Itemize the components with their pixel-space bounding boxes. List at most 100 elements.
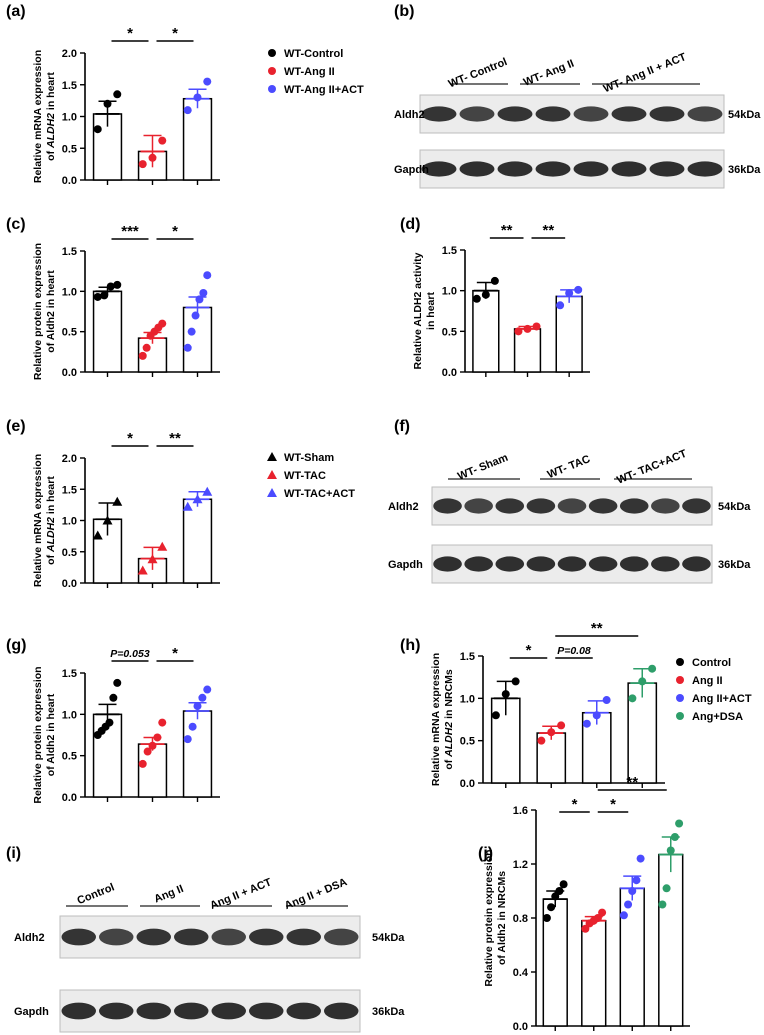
- data-point: [112, 496, 123, 506]
- protein-band: [526, 498, 556, 514]
- y-axis-label: Relative mRNA expressionof ALDH2 in NRCM…: [430, 653, 455, 786]
- data-point: [624, 900, 633, 909]
- legend-marker: [676, 676, 684, 684]
- protein-band: [495, 556, 525, 572]
- protein-band: [324, 928, 359, 946]
- bar-wt-ang-ii-act: [555, 295, 583, 373]
- data-point: [113, 90, 122, 99]
- y-tick-label: 2.0: [62, 453, 77, 465]
- data-point: [147, 554, 158, 564]
- legend-label: Ang II: [692, 675, 723, 687]
- data-point: [559, 880, 568, 889]
- y-axis-label-line: Relative protein expression: [32, 243, 44, 380]
- data-point: [481, 290, 490, 299]
- data-point: [202, 486, 213, 496]
- y-tick-label: 0.0: [442, 367, 457, 379]
- data-point: [203, 685, 212, 694]
- bar-wt-tac-act: [182, 498, 213, 584]
- data-point: [491, 711, 500, 720]
- y-axis-label-part: in heart: [45, 72, 57, 113]
- significance-label: *: [127, 25, 133, 42]
- y-tick-label: 1.0: [62, 516, 77, 528]
- data-point: [183, 106, 192, 115]
- y-tick-label: 1.6: [513, 805, 528, 817]
- data-point: [203, 77, 212, 86]
- bar-wt-control: [472, 289, 500, 373]
- y-axis-label-part: Relative mRNA expression: [430, 653, 442, 786]
- protein-band: [286, 928, 321, 946]
- y-tick-label: 0.4: [513, 967, 529, 979]
- data-point: [523, 324, 532, 333]
- protein-band: [619, 498, 649, 514]
- data-point: [501, 690, 510, 699]
- protein-band: [459, 106, 495, 122]
- protein-band: [611, 161, 647, 177]
- y-axis-label-part: Relative protein expression: [32, 243, 44, 380]
- y-axis-label-line: Relative mRNA expression: [32, 50, 44, 183]
- y-tick-label: 0.5: [62, 751, 77, 763]
- panel-label: (b): [394, 3, 414, 20]
- row-label: Aldh2: [388, 501, 419, 513]
- y-axis-label-part: Relative protein expression: [483, 849, 495, 986]
- bar-ang-dsa: [658, 853, 684, 1027]
- y-axis-label-part: in heart: [425, 292, 437, 330]
- bar-wt-ang-ii: [513, 328, 542, 373]
- data-point: [187, 327, 196, 336]
- y-tick-label: 1.0: [62, 286, 77, 298]
- data-point: [93, 125, 102, 134]
- molecular-weight-label: 54kDa: [372, 932, 405, 944]
- y-tick-label: 0.0: [62, 578, 77, 590]
- protein-band: [649, 161, 685, 177]
- data-point: [109, 693, 118, 702]
- significance-label: *: [572, 796, 578, 813]
- data-point: [199, 288, 208, 297]
- data-point: [638, 677, 647, 686]
- y-tick-label: 0.5: [62, 327, 77, 339]
- data-point: [556, 301, 565, 310]
- y-axis-label: Relative mRNA expressionof ALDH2 in hear…: [32, 454, 57, 587]
- data-point: [581, 924, 590, 933]
- protein-band: [61, 1002, 96, 1020]
- data-point: [574, 285, 583, 294]
- data-point: [157, 541, 168, 551]
- data-point: [628, 694, 637, 703]
- data-point: [103, 99, 112, 108]
- data-point: [198, 693, 207, 702]
- data-point: [557, 721, 566, 730]
- protein-band: [682, 498, 711, 514]
- legend-a: WT-Control WT-Ang II WT-Ang II+ACT: [268, 48, 364, 96]
- protein-band: [249, 1002, 284, 1020]
- legend-label: WT-TAC: [284, 470, 326, 482]
- molecular-weight-label: 36kDa: [372, 1006, 405, 1018]
- y-axis-label-part: Relative protein expression: [32, 666, 44, 803]
- protein-band: [99, 928, 134, 946]
- data-point: [158, 319, 167, 328]
- protein-band: [433, 556, 462, 572]
- data-point: [148, 153, 157, 162]
- data-point: [662, 884, 671, 893]
- bar-wt-control: [92, 290, 123, 373]
- blot-panel-i: (i) Control Ang II Ang II + ACT Ang II + DSA…: [6, 845, 405, 1033]
- significance-label: *: [610, 796, 616, 813]
- legend-h: Control Ang II Ang II+ACT Ang+DSA: [676, 657, 752, 723]
- legend-label: WT-Ang II+ACT: [284, 84, 364, 96]
- y-axis-label-part: of: [45, 148, 57, 161]
- panel-label: (e): [6, 418, 26, 435]
- y-axis-label-line: Relative mRNA expression: [32, 454, 44, 587]
- y-axis-label-part: of: [45, 552, 57, 565]
- y-axis-label-part: Relative mRNA expression: [32, 50, 44, 183]
- data-point: [193, 702, 202, 711]
- y-axis-label-line: of ALDH2 in NRCMs: [443, 669, 455, 770]
- y-tick-label: 2.0: [62, 48, 77, 60]
- protein-band: [619, 556, 649, 572]
- y-axis-label-part: of Aldh2 in NRCMs: [496, 871, 508, 965]
- data-point: [670, 833, 679, 841]
- data-point: [113, 280, 122, 289]
- legend-label: WT-Sham: [284, 452, 334, 464]
- data-point: [636, 854, 645, 863]
- molecular-weight-label: 54kDa: [718, 501, 751, 513]
- data-point: [193, 93, 202, 102]
- chart-panel-j: (j) 0.0 0.4 0.8 1.2 1.6 Relative protein expre…: [478, 774, 690, 1033]
- data-point: [192, 494, 203, 504]
- protein-band: [433, 498, 462, 514]
